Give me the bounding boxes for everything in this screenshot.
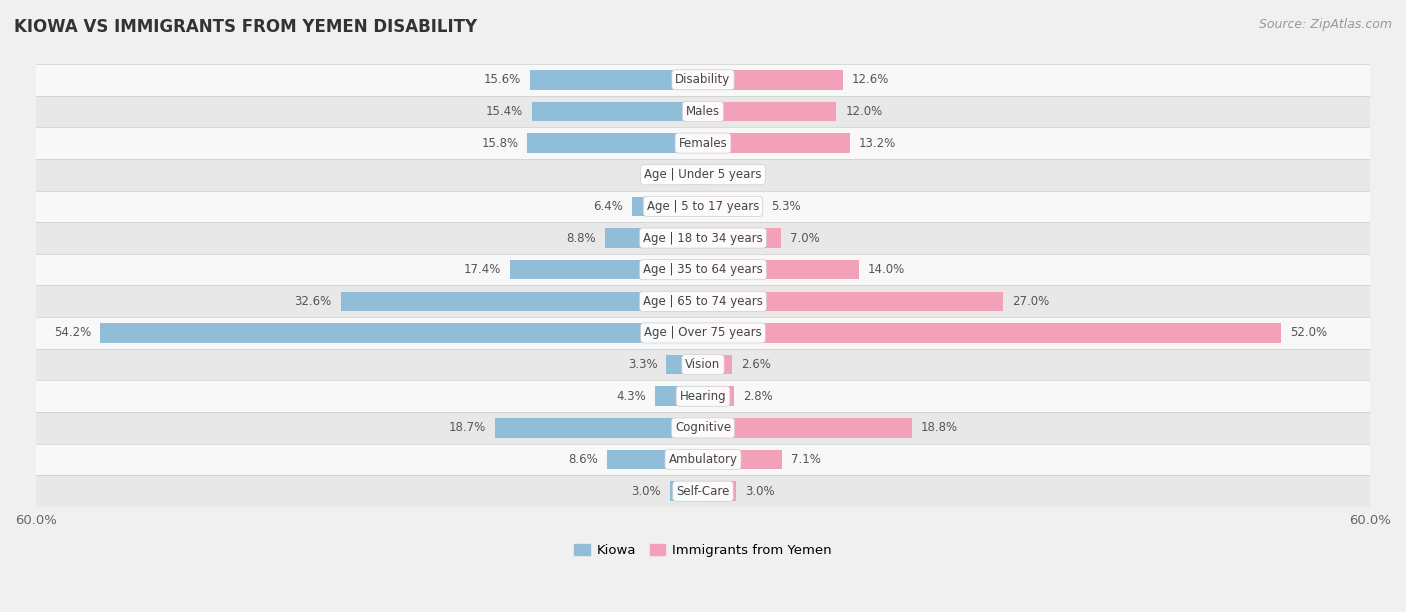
Text: 7.1%: 7.1% [790,453,821,466]
Bar [37,476,1369,507]
Text: Cognitive: Cognitive [675,422,731,435]
Text: Hearing: Hearing [679,390,727,403]
Text: KIOWA VS IMMIGRANTS FROM YEMEN DISABILITY: KIOWA VS IMMIGRANTS FROM YEMEN DISABILIT… [14,18,477,36]
Text: 15.8%: 15.8% [481,136,519,149]
Text: 3.0%: 3.0% [631,485,661,498]
Bar [703,482,737,501]
Bar [37,127,1369,159]
Bar [703,133,849,153]
Text: 54.2%: 54.2% [55,326,91,340]
Bar [655,386,703,406]
Bar [666,355,703,375]
Text: Vision: Vision [685,358,721,371]
Bar [703,355,733,375]
Bar [527,133,703,153]
Bar [703,386,734,406]
Text: 12.6%: 12.6% [852,73,890,86]
Text: 12.0%: 12.0% [845,105,883,118]
Text: Age | Under 5 years: Age | Under 5 years [644,168,762,181]
Text: 18.8%: 18.8% [921,422,957,435]
Bar [703,450,782,469]
Bar [37,159,1369,190]
Bar [686,165,703,185]
Text: 1.5%: 1.5% [648,168,678,181]
Text: 4.3%: 4.3% [617,390,647,403]
Text: Disability: Disability [675,73,731,86]
Bar [37,412,1369,444]
Text: 8.6%: 8.6% [569,453,599,466]
Bar [607,450,703,469]
Text: 7.0%: 7.0% [790,231,820,245]
Legend: Kiowa, Immigrants from Yemen: Kiowa, Immigrants from Yemen [569,539,837,562]
Bar [37,64,1369,95]
Text: Age | 35 to 64 years: Age | 35 to 64 years [643,263,763,276]
Bar [703,260,859,280]
Text: Source: ZipAtlas.com: Source: ZipAtlas.com [1258,18,1392,31]
Bar [340,291,703,311]
Text: 52.0%: 52.0% [1291,326,1327,340]
Text: 5.3%: 5.3% [770,200,800,213]
Text: Self-Care: Self-Care [676,485,730,498]
Text: 27.0%: 27.0% [1012,295,1049,308]
Text: 3.0%: 3.0% [745,485,775,498]
Bar [37,95,1369,127]
Text: Age | 5 to 17 years: Age | 5 to 17 years [647,200,759,213]
Bar [37,349,1369,381]
Bar [703,196,762,216]
Bar [703,323,1281,343]
Bar [37,444,1369,476]
Bar [37,222,1369,254]
Bar [509,260,703,280]
Text: 8.8%: 8.8% [567,231,596,245]
Text: 17.4%: 17.4% [464,263,501,276]
Text: 13.2%: 13.2% [859,136,896,149]
Bar [703,291,1002,311]
Bar [37,190,1369,222]
Text: Age | 65 to 74 years: Age | 65 to 74 years [643,295,763,308]
Bar [37,317,1369,349]
Text: Age | Over 75 years: Age | Over 75 years [644,326,762,340]
Text: Females: Females [679,136,727,149]
Text: 0.91%: 0.91% [723,168,759,181]
Text: Ambulatory: Ambulatory [668,453,738,466]
Bar [669,482,703,501]
Text: Males: Males [686,105,720,118]
Text: 32.6%: 32.6% [294,295,332,308]
Bar [703,228,780,248]
Bar [605,228,703,248]
Text: 15.4%: 15.4% [485,105,523,118]
Bar [37,254,1369,285]
Text: 18.7%: 18.7% [449,422,486,435]
Text: Age | 18 to 34 years: Age | 18 to 34 years [643,231,763,245]
Bar [531,102,703,121]
Text: 6.4%: 6.4% [593,200,623,213]
Bar [703,70,844,89]
Bar [703,102,837,121]
Bar [495,418,703,438]
Text: 2.6%: 2.6% [741,358,770,371]
Text: 3.3%: 3.3% [628,358,658,371]
Bar [703,165,713,185]
Bar [37,285,1369,317]
Bar [37,381,1369,412]
Bar [703,418,912,438]
Text: 15.6%: 15.6% [484,73,520,86]
Bar [530,70,703,89]
Text: 2.8%: 2.8% [742,390,773,403]
Bar [100,323,703,343]
Bar [631,196,703,216]
Text: 14.0%: 14.0% [868,263,905,276]
